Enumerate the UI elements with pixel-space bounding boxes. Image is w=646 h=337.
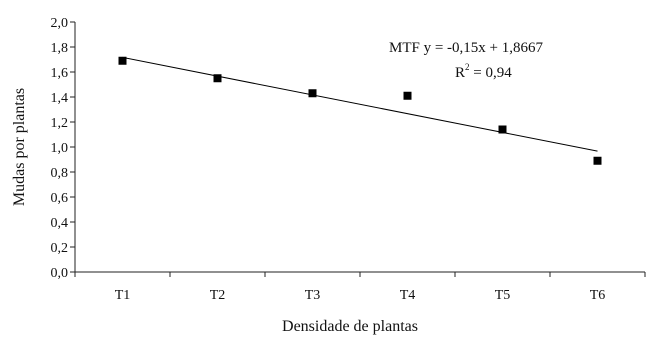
data-point (498, 125, 507, 134)
y-tick-label: 0,0 (51, 266, 69, 281)
r-squared-base: R (455, 65, 465, 81)
data-point (593, 156, 602, 165)
x-tick-label: T5 (495, 288, 511, 303)
y-tick-label: 0,6 (51, 191, 69, 206)
x-ticks: T1 T2 T3 T4 T5 T6 (74, 272, 646, 303)
y-tick-label: 1,2 (51, 116, 69, 131)
x-axis: T1 T2 T3 T4 T5 T6 Densidade de plantas (74, 271, 646, 335)
x-tick-label: T2 (210, 288, 226, 303)
y-tick-label: 1,0 (51, 141, 69, 156)
r-squared-label: R2 = 0,94 (455, 62, 512, 81)
data-point (213, 74, 222, 83)
regression-equation: MTF y = -0,15x + 1,8667 (389, 40, 544, 56)
data-point (118, 56, 127, 65)
y-axis-title: Mudas por plantas (11, 88, 28, 206)
y-tick-label: 0,4 (51, 216, 69, 231)
x-tick-label: T4 (400, 288, 416, 303)
data-points (118, 56, 602, 165)
y-tick-label: 1,4 (51, 91, 69, 106)
data-point (403, 91, 412, 100)
x-tick-label: T1 (115, 288, 131, 303)
y-tick-label: 2,0 (51, 16, 69, 31)
r-squared-superscript: 2 (465, 62, 470, 72)
plot-area (118, 56, 602, 165)
y-tick-label: 0,2 (51, 241, 69, 256)
y-tick-label: 1,6 (51, 66, 69, 81)
x-tick-label: T3 (305, 288, 321, 303)
x-axis-title: Densidade de plantas (282, 318, 418, 335)
y-ticks: 0,0 0,2 0,4 0,6 0,8 1,0 1,2 1,4 1,6 1,8 2,0 (51, 16, 75, 281)
y-tick-label: 0,8 (51, 166, 69, 181)
data-point (308, 89, 317, 98)
x-tick-label: T6 (590, 288, 606, 303)
y-tick-label: 1,8 (51, 41, 69, 56)
trendline (122, 56, 598, 152)
y-axis: 0,0 0,2 0,4 0,6 0,8 1,0 1,2 1,4 1,6 1,8 2,0 Mudas … (11, 16, 76, 281)
r-squared-value: = 0,94 (470, 65, 513, 81)
regression-annotation: MTF y = -0,15x + 1,8667 R2 = 0,94 (389, 40, 544, 81)
